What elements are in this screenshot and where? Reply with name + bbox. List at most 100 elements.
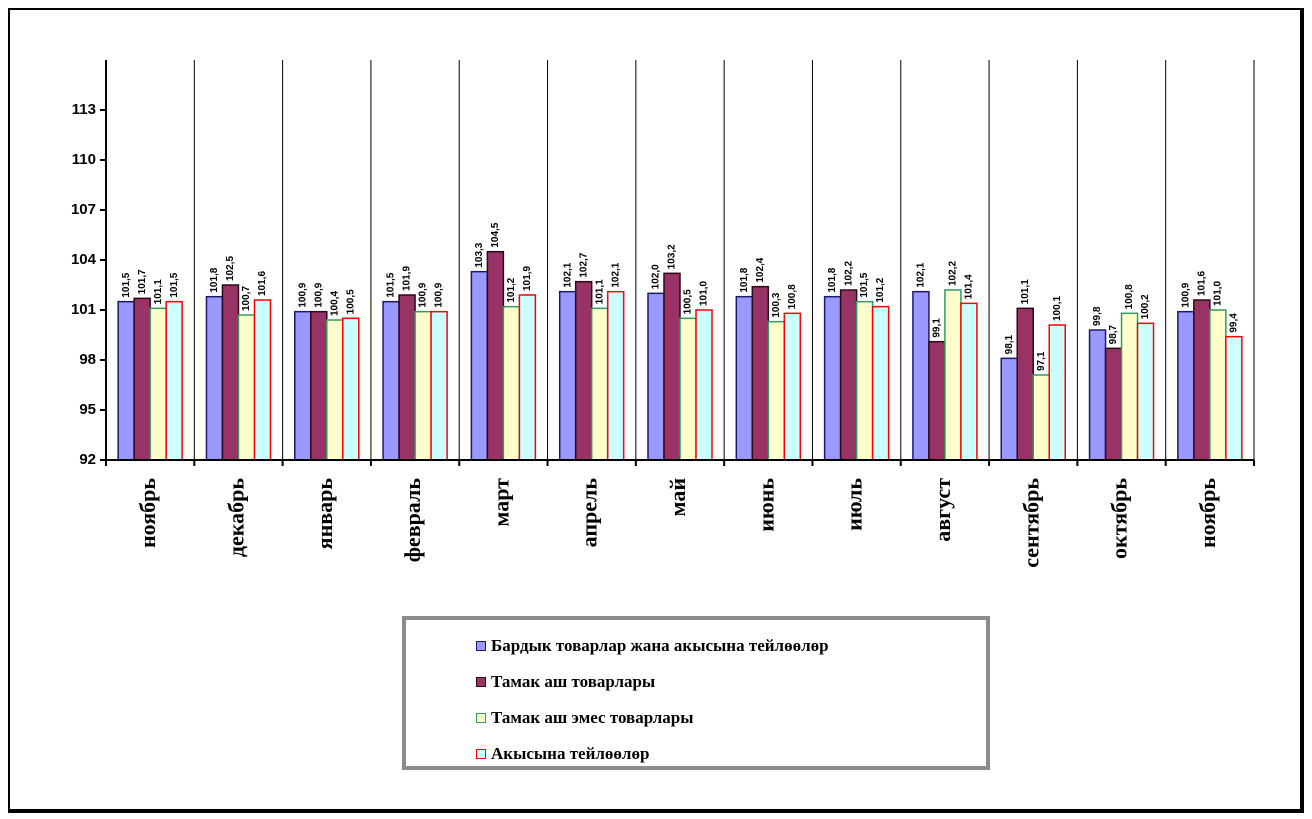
x-category-label: ноябрь xyxy=(135,478,160,548)
bar xyxy=(310,310,328,461)
legend-item: Акысына тейлөөлөр xyxy=(476,736,986,772)
bar xyxy=(574,280,593,461)
bar xyxy=(486,250,505,461)
data-label: 99,4 xyxy=(1228,313,1239,333)
data-label: 100,3 xyxy=(771,292,782,317)
bar xyxy=(1048,324,1066,461)
bar xyxy=(470,270,489,461)
bar xyxy=(1000,357,1018,461)
bar xyxy=(871,305,890,461)
data-label: 102,4 xyxy=(755,257,766,282)
bar xyxy=(1193,299,1211,461)
bar xyxy=(1136,322,1155,461)
y-tick-label: 104 xyxy=(71,251,97,268)
data-label: 102,1 xyxy=(916,262,927,287)
data-label: 101,1 xyxy=(153,279,164,304)
bar xyxy=(960,302,978,461)
bar xyxy=(253,299,272,461)
bar xyxy=(855,300,874,461)
data-label: 103,2 xyxy=(667,244,678,269)
data-label: 100,5 xyxy=(683,289,694,314)
data-label: 101,8 xyxy=(739,267,750,292)
bar xyxy=(783,312,802,461)
x-category-label: июнь xyxy=(753,478,778,532)
data-label: 100,9 xyxy=(434,282,445,307)
x-category-label: январь xyxy=(312,478,337,550)
legend: Бардык товарлар жана акысына тейлөөлөр Т… xyxy=(402,616,990,770)
data-label: 100,9 xyxy=(313,282,324,307)
bar xyxy=(1016,307,1034,461)
y-tick-label: 107 xyxy=(71,201,96,218)
bar xyxy=(518,294,537,461)
data-label: 101,9 xyxy=(522,266,533,291)
data-label: 103,3 xyxy=(474,242,485,267)
data-label: 101,5 xyxy=(859,272,870,297)
data-label: 98,1 xyxy=(1004,334,1015,354)
data-label: 100,9 xyxy=(1180,282,1191,307)
data-label: 101,2 xyxy=(506,277,517,302)
legend-item: Тамак аш эмес товарлары xyxy=(476,700,986,736)
legend-label: Акысына тейлөөлөр xyxy=(491,744,650,763)
bar xyxy=(237,314,256,461)
bar xyxy=(1209,309,1227,461)
x-category-label: сентябрь xyxy=(1018,478,1043,568)
data-label: 102,1 xyxy=(562,262,573,287)
data-label: 100,9 xyxy=(297,282,308,307)
data-label: 101,4 xyxy=(964,274,975,299)
bar xyxy=(1177,310,1195,461)
bar xyxy=(221,284,240,461)
bar xyxy=(414,310,432,461)
data-label: 98,7 xyxy=(1108,324,1119,344)
data-label: 104,5 xyxy=(490,222,501,247)
bar xyxy=(735,295,754,461)
bar xyxy=(944,289,962,461)
data-label: 97,1 xyxy=(1036,351,1047,371)
x-category-label: ноябрь xyxy=(1195,478,1220,548)
data-label: 102,0 xyxy=(651,264,662,289)
bar xyxy=(928,340,946,461)
bar xyxy=(294,310,312,461)
data-label: 101,6 xyxy=(1196,271,1207,296)
x-category-label: июль xyxy=(842,478,867,531)
y-tick-label: 95 xyxy=(79,401,96,418)
bar xyxy=(430,310,448,461)
legend-item: Тамак аш товарлары xyxy=(476,664,986,700)
legend-swatch-food-goods xyxy=(476,677,486,687)
data-label: 101,7 xyxy=(137,269,148,294)
data-label: 100,5 xyxy=(345,289,356,314)
bar xyxy=(342,317,360,461)
bar xyxy=(502,305,521,461)
bar xyxy=(1032,374,1050,461)
data-label: 101,0 xyxy=(1212,281,1223,306)
x-category-label: февраль xyxy=(400,478,425,563)
bar xyxy=(767,320,786,461)
bar xyxy=(679,317,697,461)
legend-item: Бардык товарлар жана акысына тейлөөлөр xyxy=(476,628,986,664)
legend-swatch-non-food-goods xyxy=(476,713,486,723)
data-label: 101,5 xyxy=(121,272,132,297)
bar xyxy=(398,294,416,461)
y-tick-label: 101 xyxy=(71,301,96,318)
data-label: 101,5 xyxy=(386,272,397,297)
category-separators xyxy=(193,60,1255,460)
data-label: 102,2 xyxy=(948,261,959,286)
data-label: 100,7 xyxy=(241,286,252,311)
bar xyxy=(823,295,842,461)
bars xyxy=(117,250,1243,461)
data-label: 102,7 xyxy=(578,252,589,277)
bar xyxy=(751,285,770,461)
data-label: 100,2 xyxy=(1140,294,1151,319)
x-category-label: октябрь xyxy=(1107,478,1132,559)
bar xyxy=(912,290,930,461)
data-label: 100,1 xyxy=(1052,296,1063,321)
y-tick-label: 92 xyxy=(79,451,96,468)
data-label: 99,1 xyxy=(932,318,943,338)
data-label: 100,8 xyxy=(1124,284,1135,309)
bar xyxy=(165,300,183,461)
bar xyxy=(647,292,665,461)
data-label: 101,8 xyxy=(209,267,220,292)
axes: 92 95 98 101 104 107 110 113 ноябрь декабрь январь… xyxy=(71,60,1255,568)
data-label: 102,1 xyxy=(610,262,621,287)
bar xyxy=(695,309,713,461)
x-category-label: август xyxy=(930,478,955,542)
